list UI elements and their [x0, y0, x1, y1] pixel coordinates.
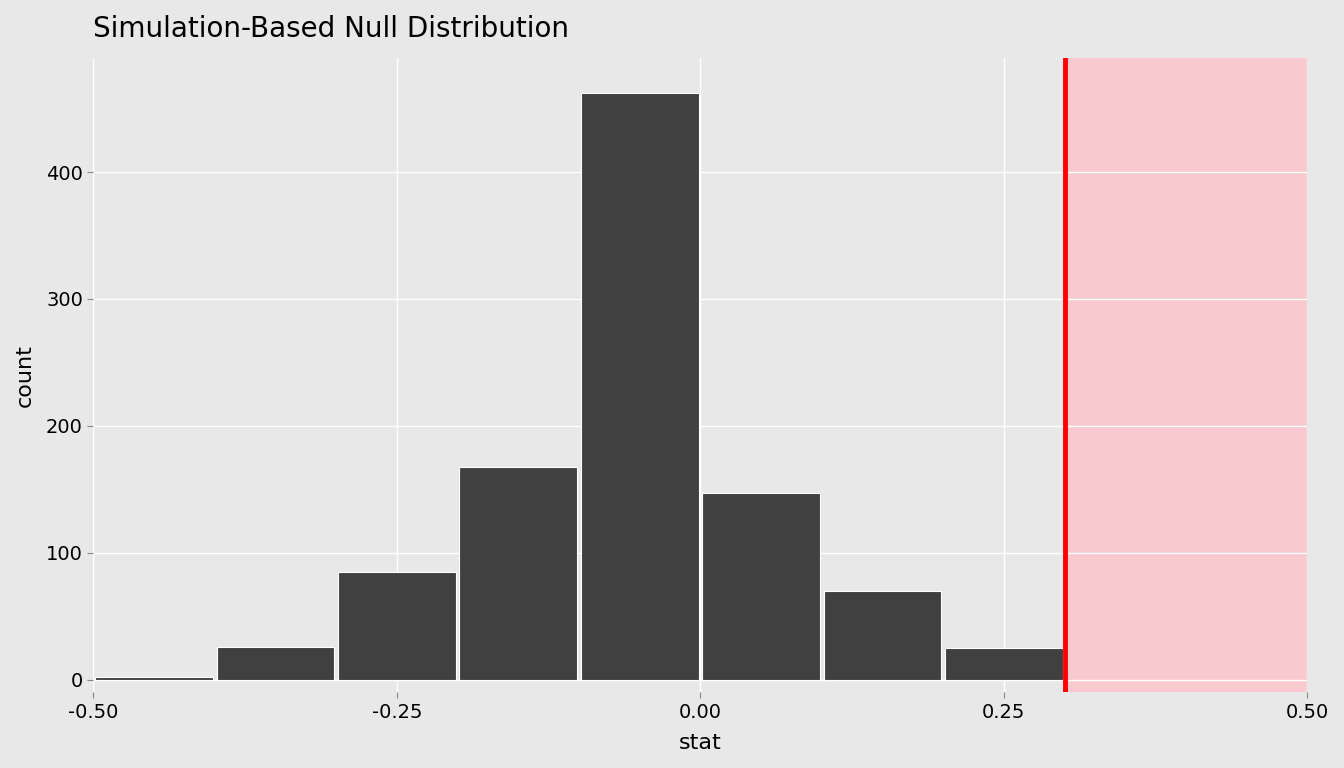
Bar: [339, 572, 456, 680]
X-axis label: stat: stat: [679, 733, 722, 753]
Bar: [581, 94, 699, 680]
Y-axis label: count: count: [15, 344, 35, 406]
Bar: [460, 466, 577, 680]
Bar: [95, 677, 212, 680]
Text: Simulation-Based Null Distribution: Simulation-Based Null Distribution: [93, 15, 570, 43]
Bar: [702, 493, 820, 680]
Bar: [945, 648, 1063, 680]
Bar: [1064, 58, 1308, 693]
Bar: [824, 591, 941, 680]
Bar: [216, 647, 335, 680]
